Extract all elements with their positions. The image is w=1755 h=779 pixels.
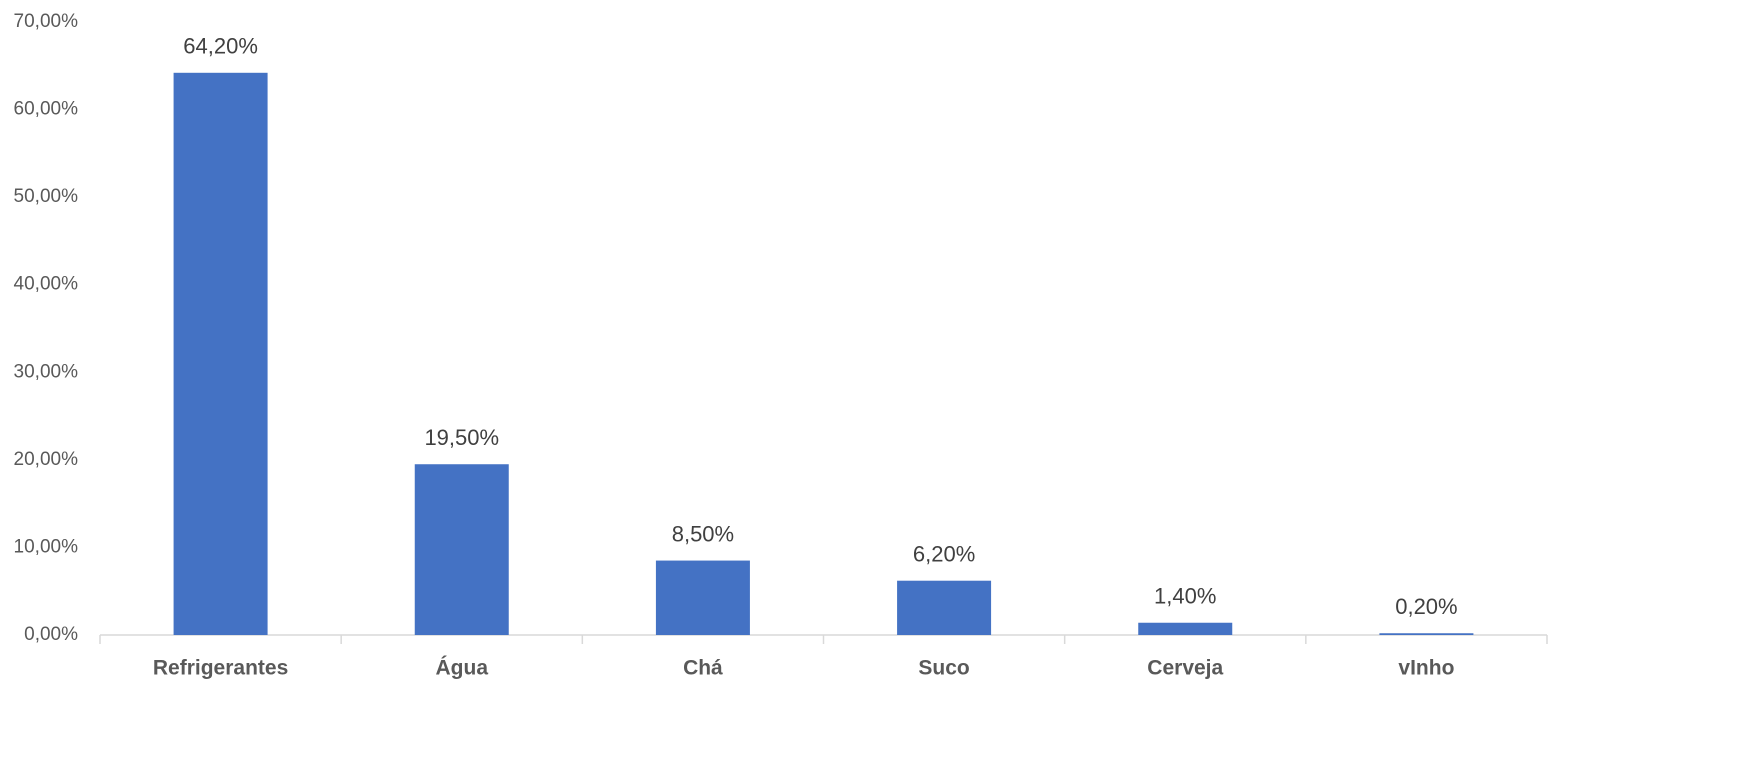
- bar: [655, 560, 750, 635]
- y-tick-label: 20,00%: [14, 449, 79, 470]
- y-tick-label: 70,00%: [14, 11, 79, 32]
- bar: [173, 72, 268, 635]
- bar: [414, 464, 509, 635]
- bar: [1379, 633, 1474, 635]
- y-tick-label: 50,00%: [14, 186, 79, 207]
- value-label: 1,40%: [1154, 584, 1216, 609]
- y-tick-label: 10,00%: [14, 536, 79, 557]
- x-tick-label: Suco: [918, 657, 969, 680]
- x-tick-label: Água: [436, 657, 489, 680]
- y-tick-label: 40,00%: [14, 274, 79, 295]
- value-label: 8,50%: [672, 521, 734, 546]
- x-tick-label: vInho: [1398, 657, 1454, 680]
- y-tick-label: 0,00%: [24, 624, 78, 645]
- value-label: 6,20%: [913, 542, 975, 567]
- y-tick-label: 60,00%: [14, 99, 79, 120]
- y-tick-label: 30,00%: [14, 361, 79, 382]
- bar: [897, 580, 992, 635]
- x-tick-label: Chá: [683, 657, 723, 680]
- value-label: 0,20%: [1395, 594, 1457, 619]
- value-label: 64,20%: [183, 34, 258, 59]
- value-label: 19,50%: [424, 425, 499, 450]
- x-tick-label: Refrigerantes: [153, 657, 288, 680]
- bar: [1138, 622, 1233, 635]
- x-tick-label: Cerveja: [1147, 657, 1223, 680]
